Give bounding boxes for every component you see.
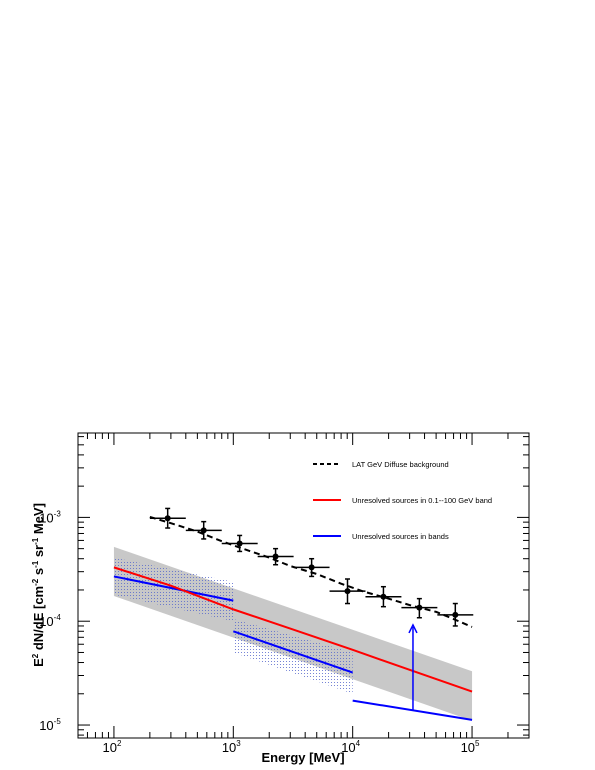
- data-point-7: [401, 597, 438, 619]
- data-points: [149, 507, 474, 627]
- blue-segment-1: [232, 630, 354, 674]
- point-marker: [416, 604, 423, 611]
- data-point-1: [185, 520, 222, 540]
- legend: LAT GeV Diffuse background Unresolved so…: [313, 460, 492, 541]
- arrow-head: [408, 623, 418, 634]
- data-point-4: [293, 557, 330, 578]
- axis-ticks: [77, 433, 530, 738]
- data-point-3: [257, 547, 294, 566]
- point-marker: [200, 527, 207, 534]
- data-point-5: [329, 578, 366, 605]
- point-marker: [236, 540, 243, 547]
- data-point-2: [221, 534, 258, 553]
- x-axis-title: Energy [MeV]: [261, 750, 344, 765]
- red-line: [113, 566, 473, 693]
- y-axis-title: E2 dN/dE [cm-2 s-1 sr-1 MeV]: [31, 503, 46, 667]
- x-tick-label: 105: [461, 739, 480, 755]
- plot-area: [113, 507, 474, 721]
- x-tick-label: 103: [222, 739, 241, 755]
- x-tick-label: 102: [102, 739, 121, 755]
- point-marker: [344, 588, 351, 595]
- data-point-0: [149, 507, 186, 529]
- data-point-6: [365, 585, 402, 608]
- legend-label-unresolved-bands: Unresolved sources in bands: [352, 532, 449, 541]
- plot-frame: [77, 432, 530, 739]
- x-tick-labels: 102 103 104 105: [102, 739, 480, 755]
- point-marker: [308, 564, 315, 571]
- point-marker: [452, 611, 459, 618]
- dashed-background-line: [149, 515, 473, 628]
- y-tick-label: 10-4: [39, 613, 61, 629]
- point-marker: [272, 553, 279, 560]
- legend-label-unresolved-band: Unresolved sources in 0.1--100 GeV band: [352, 496, 492, 505]
- hatch-region-1: [233, 619, 353, 694]
- point-marker: [380, 593, 387, 600]
- y-tick-labels: 10-5 10-4 10-3: [39, 509, 61, 733]
- point-marker: [164, 515, 171, 522]
- upper-limit-arrow: [408, 623, 418, 711]
- y-tick-label: 10-3: [39, 509, 61, 525]
- data-point-8: [437, 602, 474, 627]
- blue-segment-0: [113, 575, 234, 602]
- legend-label-background: LAT GeV Diffuse background: [352, 460, 449, 469]
- y-tick-label: 10-5: [39, 717, 61, 733]
- x-tick-label: 104: [341, 739, 360, 755]
